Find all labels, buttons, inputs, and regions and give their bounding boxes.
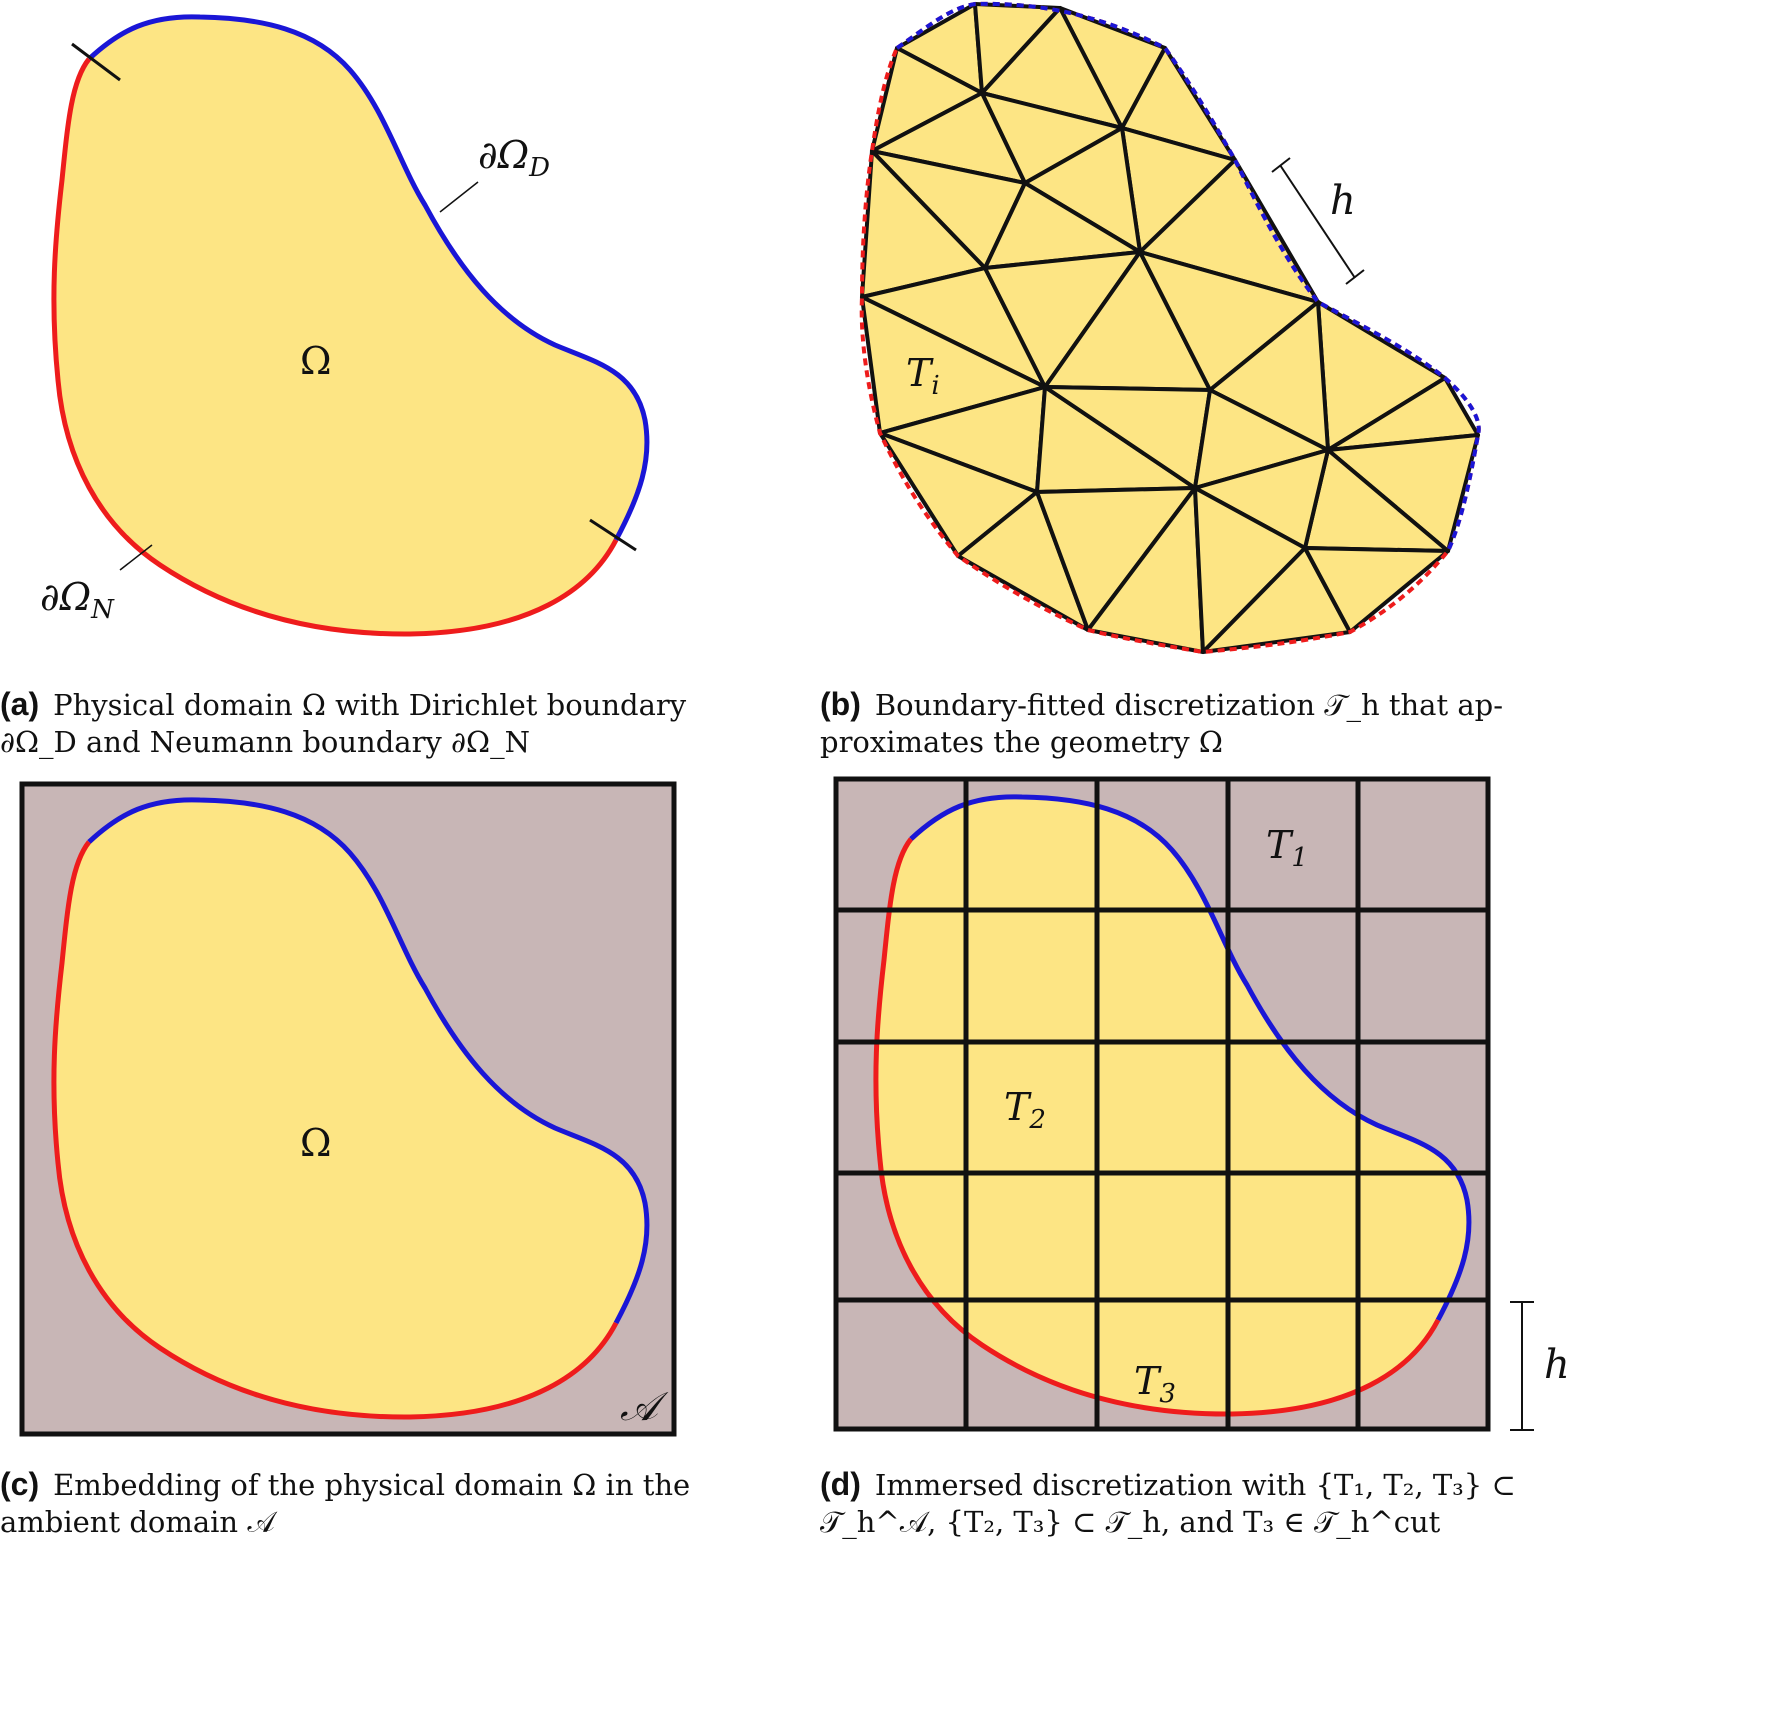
panel-b: h Ti — [859, 1, 1481, 655]
neumann-leader — [119, 544, 153, 571]
caption-d: (d) Immersed discretization with {T₁, T₂,… — [820, 1466, 1520, 1541]
t3-label: T3 — [1134, 1359, 1176, 1409]
caption-line: proximates the geometry Ω — [820, 725, 1223, 759]
caption-b: (b) Boundary-fitted discretization 𝒯_h th… — [820, 686, 1520, 761]
caption-line: 𝒯_h^𝒜, {T₂, T₃} ⊂ 𝒯_h, and T₃ ∈ 𝒯_h^cut — [820, 1505, 1441, 1539]
panel-d: T1 T2 T3 h — [833, 776, 1570, 1432]
element-label: Ti — [906, 351, 940, 401]
panel-a: Ω ∂ΩD ∂ΩN — [40, 17, 647, 634]
mesh-triangle — [1303, 546, 1450, 634]
caption-line: ∂Ω_D and Neumann boundary ∂Ω_N — [0, 725, 530, 759]
caption-line: Physical domain Ω with Dirichlet boundar… — [53, 688, 687, 722]
dirichlet-leader — [439, 181, 479, 213]
omega-label: Ω — [300, 339, 332, 383]
boundary-split-tick — [589, 518, 637, 552]
dirichlet-boundary-dashed — [895, 1, 1481, 552]
neumann-label: ∂ΩN — [40, 575, 115, 625]
mesh-size-bar — [1279, 164, 1356, 279]
caption-line: ambient domain 𝒜 — [0, 1505, 275, 1539]
boundary-split-tick — [71, 42, 121, 82]
caption-line: Boundary-fitted discretization 𝒯_h that … — [874, 688, 1504, 722]
domain-region — [53, 16, 647, 635]
cartesian-grid — [836, 779, 1488, 1429]
caption-tag: (a) — [0, 686, 40, 722]
grid-border — [833, 776, 1491, 1432]
triangle-mesh — [860, 2, 1480, 654]
mesh-size-label: h — [1330, 178, 1356, 224]
dirichlet-label: ∂ΩD — [478, 133, 550, 183]
t2-label: T2 — [1004, 1085, 1046, 1135]
caption-c: (c) Embedding of the physical domain Ω in… — [0, 1466, 700, 1541]
caption-line: Embedding of the physical domain Ω in th… — [53, 1468, 691, 1502]
mesh-size-cap — [1345, 269, 1365, 285]
panel-c: Ω 𝒜 — [19, 781, 677, 1437]
caption-tag: (b) — [820, 686, 861, 722]
caption-tag: (d) — [820, 1466, 861, 1502]
mesh-size-cap — [1271, 157, 1291, 173]
t1-label: T1 — [1266, 823, 1308, 873]
caption-a: (a) Physical domain Ω with Dirichlet boun… — [0, 686, 700, 761]
omega-label: Ω — [300, 1121, 332, 1165]
caption-tag: (c) — [0, 1466, 40, 1502]
mesh-size-label: h — [1544, 1342, 1570, 1388]
caption-line: Immersed discretization with {T₁, T₂, T₃… — [874, 1468, 1516, 1502]
